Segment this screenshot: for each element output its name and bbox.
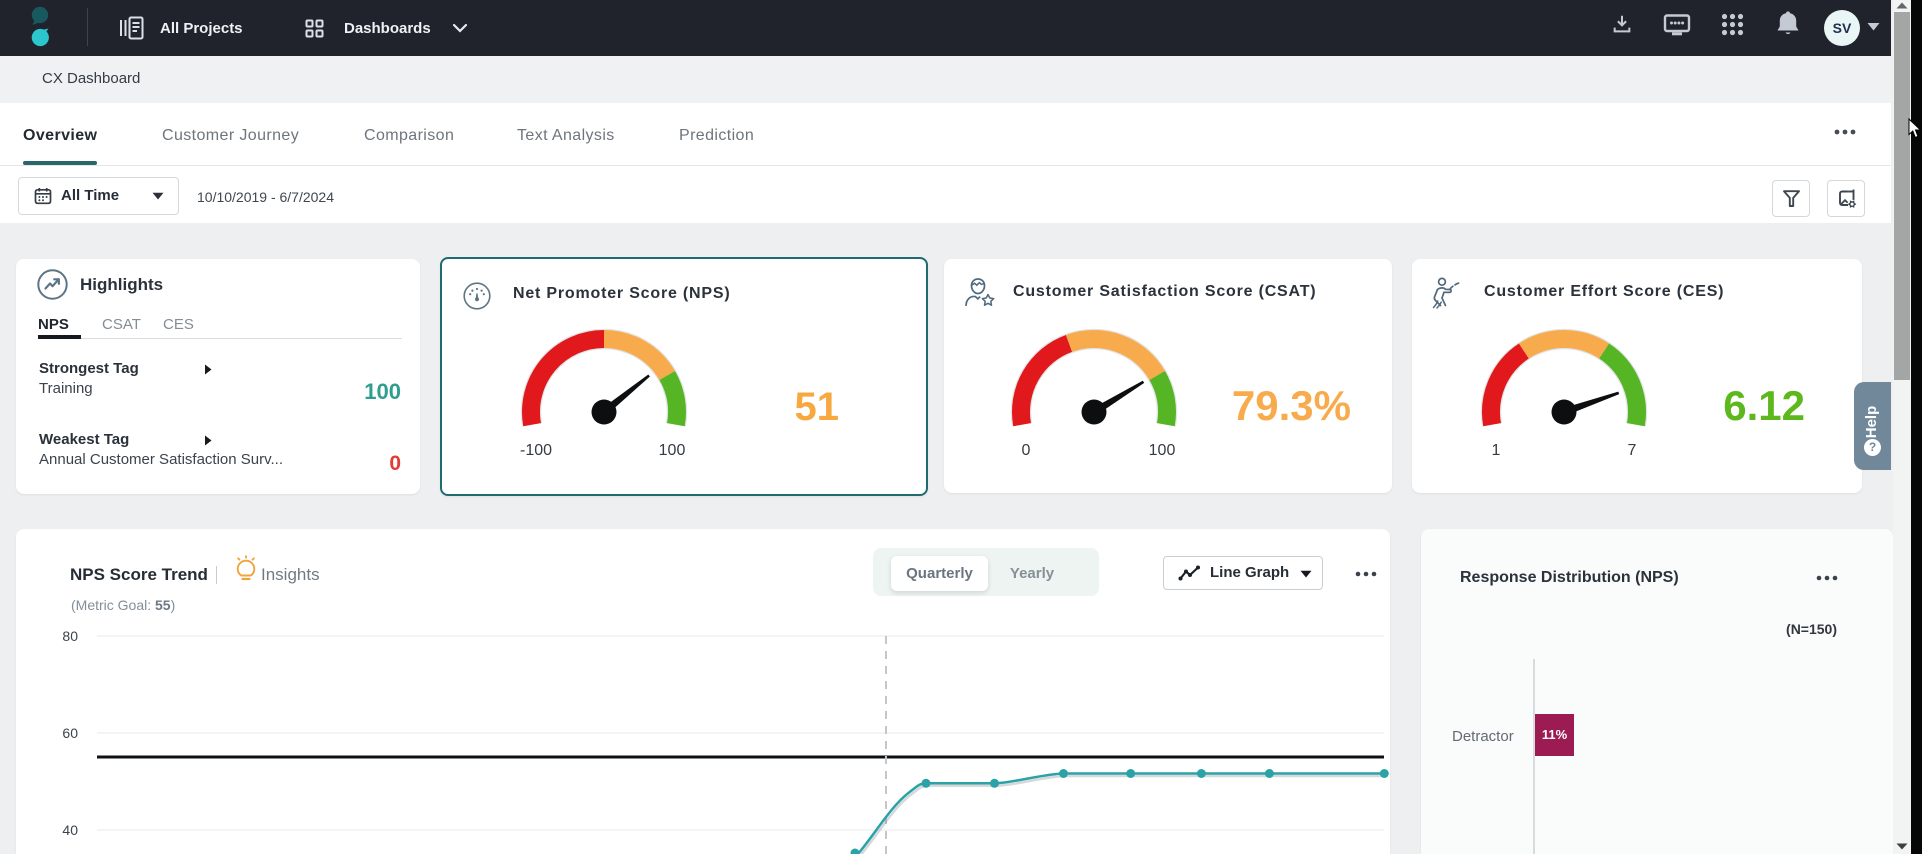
svg-text:100: 100: [659, 442, 686, 459]
svg-text:1: 1: [1492, 442, 1501, 459]
svg-text:100: 100: [1149, 442, 1176, 459]
svg-text:40: 40: [62, 822, 78, 838]
svg-text:-100: -100: [520, 442, 552, 459]
svg-text:7: 7: [1628, 442, 1637, 459]
svg-text:0: 0: [1022, 442, 1031, 459]
svg-text:60: 60: [62, 725, 78, 741]
svg-text:80: 80: [62, 628, 78, 644]
